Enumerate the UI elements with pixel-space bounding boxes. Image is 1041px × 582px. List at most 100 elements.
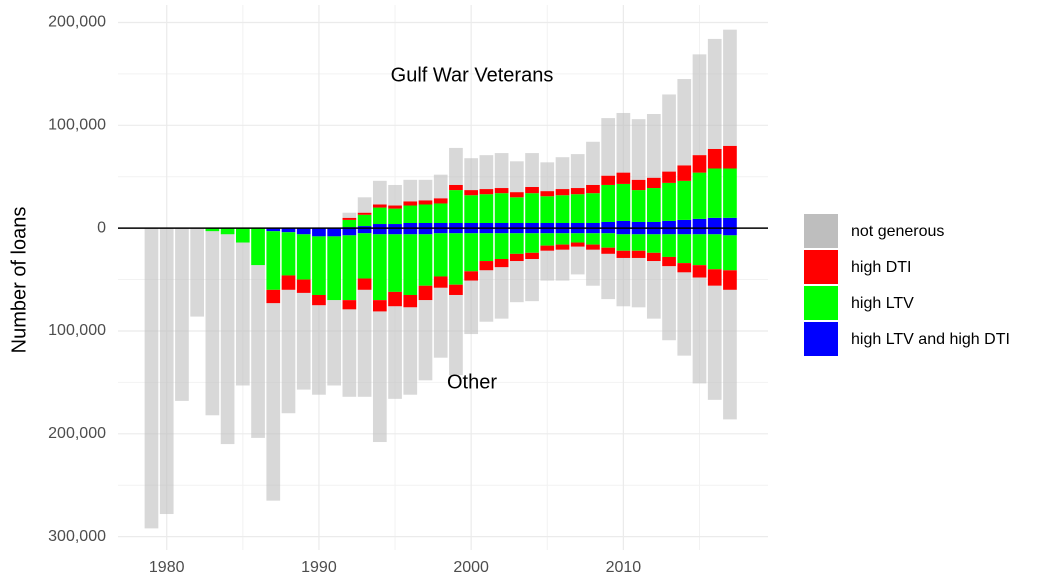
bar	[266, 231, 281, 290]
bar	[464, 195, 479, 223]
bar	[601, 221, 616, 229]
bar	[449, 228, 463, 234]
bar	[723, 289, 737, 420]
bar	[616, 257, 631, 307]
bar	[723, 270, 737, 290]
bar	[494, 188, 509, 194]
x-tick-label: 1990	[301, 559, 337, 576]
bar	[601, 233, 616, 248]
bar	[646, 228, 661, 235]
bar	[677, 79, 692, 166]
bar	[190, 228, 205, 317]
bar	[312, 236, 326, 295]
bar	[494, 258, 509, 268]
bar	[418, 204, 433, 223]
bar	[357, 214, 372, 227]
bar	[372, 311, 387, 443]
bar	[662, 228, 676, 235]
bar	[616, 183, 631, 221]
bar	[388, 208, 402, 225]
bar	[601, 175, 616, 185]
bar	[525, 233, 539, 253]
bar	[220, 228, 235, 235]
bar	[646, 114, 661, 178]
bar	[494, 228, 509, 234]
bar	[570, 228, 585, 234]
bar	[433, 276, 448, 288]
bar	[494, 153, 509, 189]
bar	[449, 147, 463, 185]
bar	[464, 223, 479, 229]
bar	[631, 179, 646, 191]
bar	[205, 231, 220, 416]
bar	[631, 190, 646, 222]
bar	[525, 258, 539, 302]
bar	[464, 271, 479, 281]
bar	[601, 118, 616, 176]
bar	[342, 219, 357, 228]
bar	[616, 220, 631, 229]
bar	[464, 158, 479, 191]
bar	[525, 223, 539, 229]
bar	[418, 223, 433, 229]
bar	[631, 221, 646, 229]
bar	[266, 228, 281, 232]
y-axis-label: Number of loans	[8, 207, 30, 354]
bar	[692, 228, 707, 235]
bar	[342, 300, 357, 310]
bar	[342, 217, 357, 220]
bar	[464, 190, 479, 196]
bar	[662, 182, 676, 221]
bar	[662, 171, 676, 183]
bar	[646, 234, 661, 253]
bar	[707, 38, 722, 149]
bar	[616, 228, 631, 235]
bar	[342, 212, 357, 218]
legend-label: high LTV and high DTI	[851, 331, 1010, 348]
bar	[586, 244, 600, 250]
bar	[388, 306, 402, 399]
y-tick-label: 300,000	[48, 528, 106, 545]
legend-key	[804, 214, 838, 248]
bar	[616, 172, 631, 184]
bar	[677, 165, 692, 181]
bar	[479, 189, 494, 195]
bar	[479, 261, 494, 271]
bar	[601, 247, 616, 254]
bar	[479, 155, 494, 190]
y-tick-label: 0	[97, 219, 106, 236]
bar	[205, 228, 220, 232]
bar	[509, 197, 524, 223]
bar	[723, 29, 737, 146]
bar	[418, 285, 433, 301]
bar	[144, 228, 159, 529]
bar	[707, 234, 722, 270]
bar	[235, 242, 250, 386]
bar	[570, 223, 585, 229]
bar	[525, 228, 539, 234]
bar	[692, 265, 707, 278]
bar	[281, 275, 296, 290]
bar	[525, 187, 539, 194]
bar	[692, 54, 707, 156]
bar	[296, 234, 311, 280]
bar	[646, 252, 661, 262]
bar	[372, 234, 387, 301]
bar	[357, 226, 372, 229]
bar	[540, 191, 555, 197]
bar	[540, 162, 555, 192]
bar	[555, 233, 570, 245]
bar	[723, 235, 737, 271]
bar	[235, 228, 250, 243]
bar	[631, 234, 646, 251]
bar	[631, 250, 646, 258]
bar	[357, 197, 372, 213]
bar	[540, 196, 555, 223]
bar	[312, 228, 326, 237]
bar	[281, 232, 296, 276]
bar	[692, 218, 707, 229]
legend: not generous high DTI high LTV high LTV and…	[804, 214, 1010, 356]
bar	[433, 228, 448, 234]
bar	[692, 155, 707, 173]
bar	[707, 217, 722, 229]
